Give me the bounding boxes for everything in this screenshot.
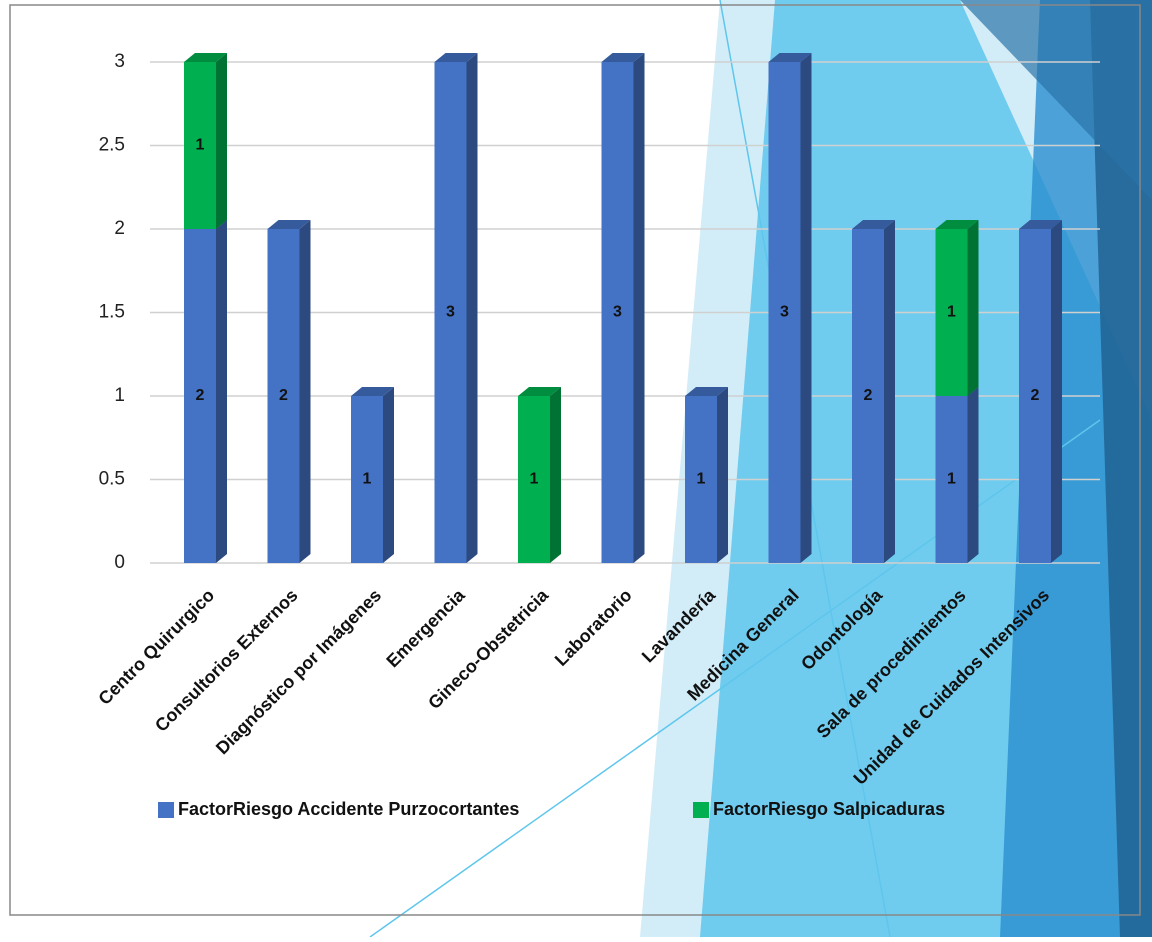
bar [267,229,300,563]
bar [685,396,717,563]
data-label: 2 [196,387,205,404]
data-label: 1 [363,471,372,488]
data-label: 3 [780,304,789,321]
bar-side [216,53,227,229]
bar-side [967,220,979,396]
bar-top [434,53,478,62]
bar [768,62,801,563]
y-tick-label: 2 [114,218,125,239]
bar-side [717,387,728,563]
bar-side [383,387,394,563]
bar-side [633,53,645,563]
bar-top [685,387,728,396]
data-label: 2 [864,387,873,404]
legend-label: FactorRiesgo Salpicaduras [713,799,945,819]
bar [1019,229,1051,563]
data-label: 2 [279,387,288,404]
bar [351,396,383,563]
bar-top [267,220,311,229]
y-tick-label: 0 [114,552,125,573]
bar-top [184,53,227,62]
bar-side [884,220,895,563]
bar-top [518,387,561,396]
legend-swatch [158,802,174,818]
data-label: 1 [530,471,539,488]
y-tick-label: 3 [114,51,125,72]
bar-top [852,220,895,229]
data-label: 1 [947,304,956,321]
data-label: 1 [947,471,956,488]
bar-side [967,387,979,563]
bar [518,396,550,563]
decor [1090,0,1152,937]
y-tick-label: 0.5 [99,469,125,490]
bar [184,62,216,229]
bar-top [768,53,812,62]
bar [601,62,634,563]
bar [935,229,968,396]
data-label: 2 [1031,387,1040,404]
legend-label: FactorRiesgo Accidente Purzocortantes [178,799,519,819]
bar-top [601,53,645,62]
bar-top [351,387,394,396]
decor [960,0,1152,200]
bar-side [1051,220,1062,563]
bar [852,229,884,563]
bar-side [550,387,561,563]
bar [434,62,467,563]
y-tick-label: 1.5 [99,302,125,323]
y-tick-label: 2.5 [99,135,125,156]
bar-side [800,53,812,563]
data-label: 3 [613,304,622,321]
bar-side [299,220,311,563]
data-label: 1 [196,137,205,154]
chart-frame [9,4,1141,916]
data-label: 1 [697,471,706,488]
bar-top [1019,220,1062,229]
data-label: 3 [446,304,455,321]
bar [184,229,216,563]
y-tick-label: 1 [114,385,125,406]
legend-swatch [693,802,709,818]
bar [935,396,968,563]
bar-top [935,220,979,229]
bar-side [216,220,227,563]
bar-side [466,53,478,563]
